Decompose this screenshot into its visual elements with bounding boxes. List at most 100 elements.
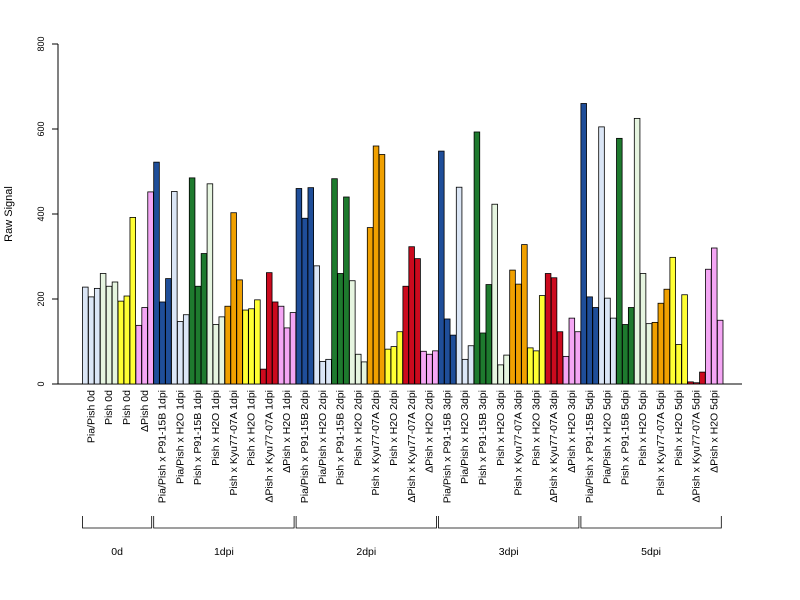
bar [289,312,297,385]
bar [604,297,611,385]
x-tick-label: Pish x H2O 1dpi [210,390,222,466]
bar [206,183,214,385]
timepoint-label: 5dpi [641,546,661,558]
x-tick-label: ΔPish x H2O 3dpi [566,390,578,473]
bar [473,131,481,385]
bar [396,331,404,385]
bar [366,227,374,385]
bar [343,196,350,385]
x-tick-label: ΔPish x H2O 2dpi [424,390,436,473]
bar [177,321,184,385]
bar [610,317,617,385]
bar [372,145,380,385]
x-tick-label: Pish x Kyu77-07A 1dpi [228,390,240,496]
x-tick-label: Pish 0d [103,390,115,425]
x-tick-label: Pia/Pish x H2O 1dpi [174,390,186,484]
bar [669,256,676,385]
x-tick-label: Pia/Pish x P91-15B 3dpi [441,390,453,503]
bar [509,269,516,385]
y-tick-label: 800 [36,36,46,51]
bar [515,283,522,385]
bar [165,278,172,385]
timepoint-bracket [438,516,580,529]
x-tick-label: Pish x H2O 5dpi [637,390,649,466]
bar [586,296,593,385]
bar [568,317,576,385]
x-tick-label: Pish x H2O 2dpi [352,390,364,466]
bar [544,273,552,385]
x-tick-labels: Pia/Pish 0d Pish 0d Pish 0d ΔPish 0d Pia/Pis… [85,390,720,503]
bar [438,150,445,385]
bar [307,187,315,385]
y-axis-ticks: 0 200 400 600 800 [36,36,58,387]
bar [414,258,421,385]
x-tick-label: ΔPish x Kyu77-07A 5dpi [691,390,703,503]
x-tick-label: Pish x Kyu77-07A 3dpi [513,390,525,496]
bar [681,294,688,385]
bar [159,301,166,385]
bar [331,178,338,385]
bar [705,268,712,385]
bar [598,126,605,385]
x-tick-label: Pia/Pish x P91-15B 5dpi [584,390,596,503]
bar [390,346,398,385]
bar [129,216,137,385]
bar [236,279,243,385]
x-tick-label: Pish x Kyu77-07A 5dpi [655,390,667,496]
bar [105,285,113,385]
bar [283,327,291,385]
bar [182,314,190,385]
bar [402,285,409,385]
bars [82,103,724,385]
bar [224,305,231,385]
bar [188,177,196,385]
bar [527,347,534,385]
bar [657,302,665,385]
bar [200,253,208,385]
bar [550,277,558,385]
bar [426,353,433,385]
bar [135,324,142,385]
x-tick-label: Pia/Pish x P91-15B 2dpi [299,390,311,503]
x-tick-label: Pish x H2O 5dpi [673,390,685,466]
bar [503,354,510,385]
bar [449,334,457,385]
bar [153,161,160,385]
x-tick-label: ΔPish x Kyu77-07A 1dpi [263,390,275,503]
x-tick-label: Pia/Pish 0d [85,390,97,443]
bar [633,117,641,385]
x-tick-label: Pish x H2O 1dpi [246,390,258,466]
x-tick-label: Pia/Pish x H2O 3dpi [459,390,471,484]
bar [408,246,415,385]
timepoint-label: 2dpi [356,546,376,558]
bar [337,273,344,385]
bar [360,361,368,385]
bar [455,186,463,385]
bar [230,212,237,385]
bar [627,307,635,385]
bar [622,324,629,385]
bar [574,331,581,385]
x-tick-label: Pia/Pish x H2O 5dpi [602,390,614,484]
x-tick-label: ΔPish x Kyu77-07A 2dpi [406,390,418,503]
bar [171,191,178,385]
bar [93,287,101,385]
x-tick-label: Pish x H2O 3dpi [530,390,542,466]
y-tick-label: 400 [36,206,46,221]
bar [645,323,653,385]
x-tick-label: ΔPish 0d [139,390,151,432]
bar [218,316,226,385]
bar [562,355,570,385]
bar [485,284,493,385]
bar [141,307,148,385]
bar [295,188,303,385]
x-tick-label: Pish x P91-15B 5dpi [619,390,631,485]
timepoint-bracket [153,516,295,529]
bar [467,345,475,385]
bar [639,273,647,385]
bar [88,296,95,385]
bar [580,103,587,385]
bar [538,295,546,385]
x-tick-label: ΔPish x H2O 1dpi [281,390,293,473]
